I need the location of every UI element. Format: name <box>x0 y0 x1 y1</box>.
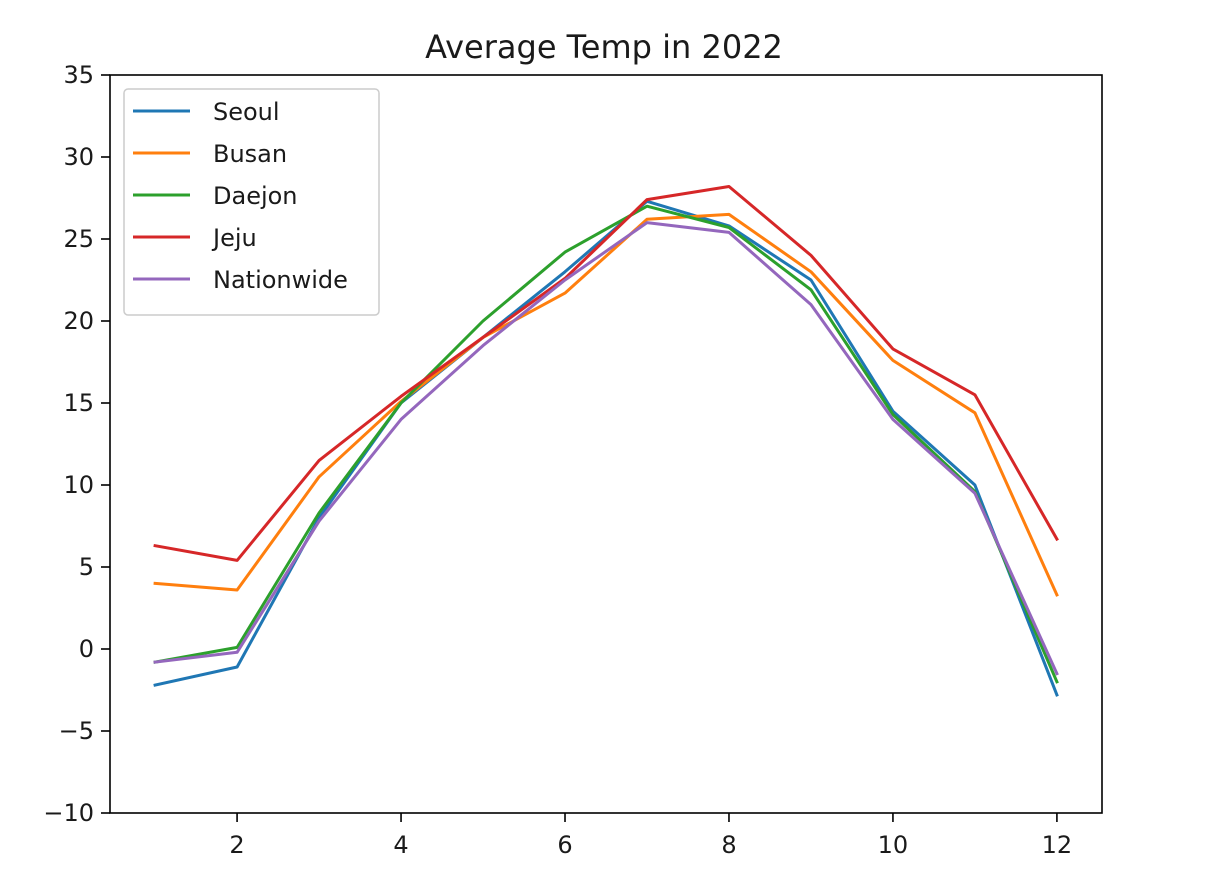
plot-area-frame <box>109 74 1103 814</box>
x-tick-label: 6 <box>557 831 572 859</box>
y-tick-label: 35 <box>63 61 94 89</box>
x-tick-label: 2 <box>229 831 244 859</box>
y-tick-label: 0 <box>79 635 94 663</box>
chart-title: Average Temp in 2022 <box>425 28 783 66</box>
series-line-daejon <box>153 204 1059 684</box>
legend-label-jeju: Jeju <box>211 224 257 252</box>
series-lines <box>153 185 1059 697</box>
y-axis-ticks: −10 −5 0 5 10 15 20 25 30 35 <box>43 61 110 827</box>
series-line-nationwide <box>153 221 1059 676</box>
series-line-busan <box>153 212 1059 597</box>
series-line-jeju <box>153 185 1059 562</box>
y-tick-label: 20 <box>63 307 94 335</box>
y-tick-label: 30 <box>63 143 94 171</box>
y-tick-label: −5 <box>59 717 94 745</box>
legend-label-seoul: Seoul <box>213 98 280 126</box>
x-axis-ticks: 2 4 6 8 10 12 <box>229 813 1072 859</box>
y-tick-label: 10 <box>63 471 94 499</box>
y-tick-label: 15 <box>63 389 94 417</box>
legend-box <box>123 88 380 316</box>
y-tick-label: 5 <box>79 553 94 581</box>
x-tick-label: 10 <box>878 831 909 859</box>
x-tick-label: 4 <box>393 831 408 859</box>
y-tick-label: −10 <box>43 799 94 827</box>
legend: Seoul Busan Daejon Jeju Nationwide <box>123 88 380 316</box>
legend-label-nationwide: Nationwide <box>213 266 348 294</box>
x-tick-label: 8 <box>721 831 736 859</box>
legend-label-daejon: Daejon <box>213 182 298 210</box>
legend-label-busan: Busan <box>213 140 287 168</box>
y-tick-label: 25 <box>63 225 94 253</box>
x-tick-label: 12 <box>1042 831 1073 859</box>
